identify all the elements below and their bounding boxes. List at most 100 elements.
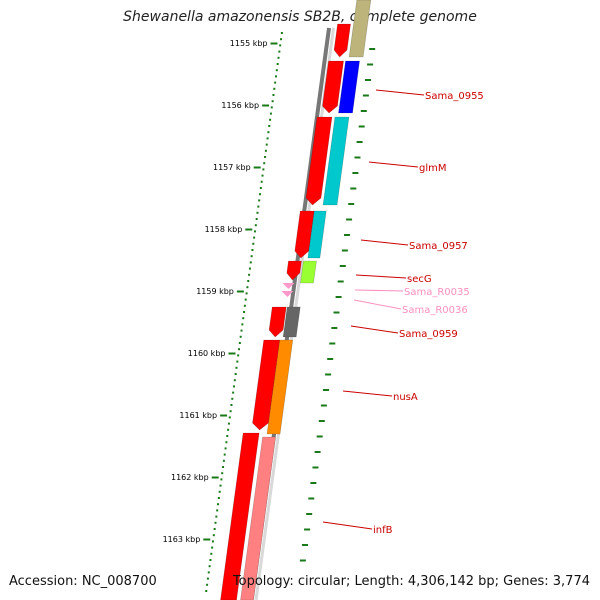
ruler-dot	[274, 75, 277, 78]
gene-bar	[300, 260, 317, 284]
ruler-dot	[280, 38, 283, 41]
cds-bar	[220, 432, 260, 600]
gene-label: Sama_0955	[425, 91, 484, 102]
gene-bar	[338, 60, 360, 114]
ruler-dot	[238, 342, 241, 344]
ruler-dot	[266, 137, 269, 140]
gene-bar	[282, 306, 301, 338]
ruler-dot	[253, 236, 256, 239]
ruler-dot	[240, 329, 243, 332]
ruler-dot	[259, 187, 262, 189]
ruler-dot	[248, 267, 251, 270]
ruler-dot	[278, 50, 281, 53]
ruler-dot	[208, 565, 211, 568]
ruler-dot	[272, 94, 275, 96]
ruler-dot	[251, 249, 254, 251]
leader-line	[354, 289, 404, 292]
gene-label: Sama_R0035	[404, 287, 470, 298]
gene-label: Sama_0959	[399, 329, 458, 340]
feature-tracks	[220, 0, 372, 600]
ruler-dot	[256, 211, 259, 214]
ruler-dot	[268, 125, 271, 127]
ruler-dot	[265, 143, 268, 146]
ruler-dot	[238, 348, 241, 351]
ruler-dot	[234, 373, 237, 375]
ruler-dot	[258, 199, 261, 202]
ruler-label: 1163 kbp	[163, 535, 201, 544]
ruler-dot	[223, 453, 226, 456]
ruler-label: 1157 kbp	[213, 163, 251, 172]
ruler-dot	[222, 459, 225, 462]
ruler-dot	[243, 304, 246, 307]
ruler-dot	[244, 298, 247, 301]
leader-line	[342, 390, 393, 397]
ruler-dot	[227, 428, 230, 431]
ruler-label: 1161 kbp	[179, 411, 217, 420]
ruler-dot	[220, 478, 223, 481]
ruler-dot	[229, 410, 232, 413]
gene-bar	[322, 116, 350, 206]
ruler-label: 1160 kbp	[188, 349, 226, 358]
ruler-label: 1158 kbp	[205, 225, 243, 234]
ruler-dot	[224, 447, 227, 450]
leader-line	[360, 239, 409, 246]
ruler-dot	[225, 441, 228, 444]
ruler-dot	[230, 404, 233, 406]
ruler-dot	[221, 472, 224, 475]
ruler-dot	[257, 205, 260, 208]
label-leaders	[322, 89, 425, 530]
ruler-dot	[232, 385, 235, 388]
gene-label: Sama_R0036	[402, 305, 468, 316]
ruler-label: 1162 kbp	[171, 473, 209, 482]
ruler-dot	[213, 528, 216, 530]
ruler-dot	[274, 81, 277, 84]
ruler-dot	[216, 509, 219, 512]
gene-labels: Sama_0955 glmM Sama_0957 secG Sama_R0035 Sama…	[373, 91, 484, 536]
ruler-dot	[270, 106, 273, 109]
ruler-dot	[241, 323, 244, 326]
ruler-dot	[226, 435, 229, 437]
ruler-dot	[214, 521, 217, 524]
ruler-dot	[207, 571, 210, 574]
ruler-dot	[252, 242, 255, 245]
ruler-label: 1156 kbp	[221, 101, 259, 110]
ruler-dot	[227, 422, 230, 425]
ruler-dot	[242, 317, 245, 320]
ruler-dot	[245, 292, 248, 295]
ruler-dot	[206, 583, 209, 586]
ruler-dot	[228, 416, 231, 419]
ruler-dot	[217, 497, 220, 499]
ruler-dot	[236, 360, 239, 363]
ruler-dot	[275, 69, 278, 72]
rna-feature	[281, 291, 294, 297]
ruler-dot	[277, 56, 280, 59]
rna-feature	[282, 283, 295, 289]
topology-text: Topology: circular; Length: 4,306,142 bp…	[232, 574, 590, 589]
leader-line	[375, 89, 425, 96]
leader-line	[322, 521, 373, 530]
ruler-dot	[261, 174, 264, 177]
ruler-dot	[222, 466, 225, 468]
ruler-dot	[264, 156, 267, 158]
gene-bar	[307, 210, 327, 259]
ruler-dot	[267, 131, 270, 134]
cds-arrow	[268, 306, 287, 338]
ruler-dot	[276, 63, 279, 65]
ruler-dot	[264, 149, 267, 152]
gene-bar	[240, 436, 276, 600]
gene-label: infB	[373, 525, 393, 536]
ruler-dot	[279, 44, 282, 47]
cds-arrow	[286, 260, 302, 281]
cds-arrow	[333, 23, 351, 58]
cds-arrow	[322, 60, 344, 114]
gene-label: secG	[407, 274, 432, 285]
ruler-dot	[219, 484, 222, 487]
ruler-dot	[271, 100, 274, 103]
ruler-dot	[211, 540, 214, 543]
genome-title: Shewanella amazonensis SB2B, complete ge…	[123, 9, 477, 25]
gene-label: nusA	[393, 392, 418, 403]
ruler-dot	[253, 230, 256, 233]
ruler-dot	[259, 193, 262, 196]
ruler-dot	[237, 354, 240, 357]
